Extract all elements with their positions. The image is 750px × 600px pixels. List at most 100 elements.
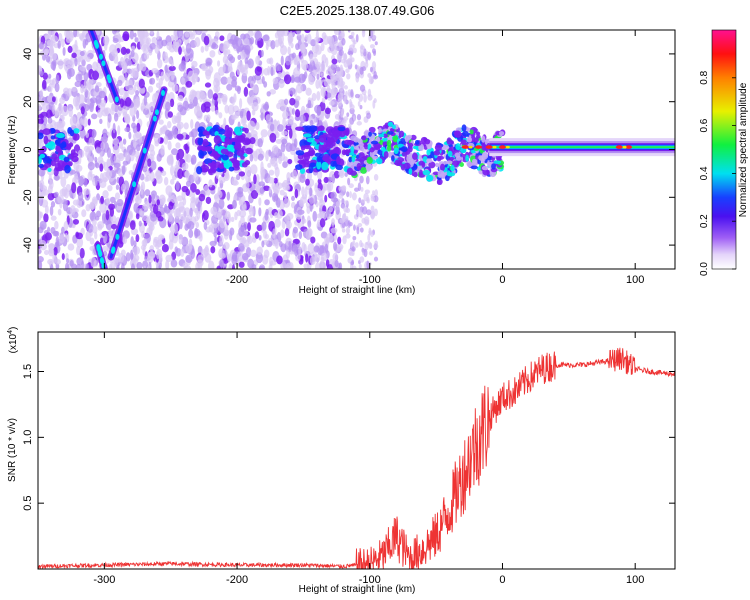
spectrogram-cell [222, 64, 226, 73]
spectrogram-cell [283, 192, 288, 199]
spectrogram-cell [68, 107, 73, 118]
spectrogram-cell [258, 181, 266, 187]
spectrogram-cell [217, 186, 221, 196]
spectrogram-cell [181, 76, 187, 85]
spectrogram-cell [239, 209, 247, 218]
spectrogram-cell [410, 134, 417, 141]
spectrogram-cell [58, 103, 63, 115]
spectrogram-cell [245, 147, 253, 155]
spectrogram-cell [299, 255, 304, 262]
spectrogram-cell [373, 195, 379, 203]
spectrogram-cell [328, 100, 335, 106]
spectrogram-cell [366, 209, 372, 216]
spectrogram-cell [231, 79, 237, 88]
spectrogram-cell [238, 171, 246, 177]
spectrogram-cell [436, 155, 442, 162]
spectrogram-cell [382, 124, 389, 130]
spectrogram-cell [180, 248, 185, 257]
spectrogram-cell [291, 195, 295, 202]
spectrogram-cell [333, 241, 338, 251]
spectrogram-cell [208, 260, 215, 269]
spectrogram-y-tick-label: 40 [22, 48, 34, 60]
spectrogram-cell [283, 74, 292, 85]
spectrogram-cell [105, 209, 110, 221]
spectrogram-cell [361, 30, 366, 38]
spectrogram-cell [155, 239, 163, 248]
spectrogram-cell [177, 104, 184, 113]
spectrogram-cell [322, 87, 326, 98]
spectrogram-cell [374, 189, 379, 197]
spectrogram-cell [47, 73, 52, 79]
spectrogram-cell [359, 104, 363, 110]
spectrogram-cell [226, 76, 233, 85]
spectrogram-cell [92, 61, 99, 71]
spectrogram-cell [210, 103, 216, 112]
spectrogram-cell [312, 69, 317, 77]
spectrogram-cell [318, 147, 327, 154]
spectrogram-cell [113, 112, 119, 122]
spectrogram-cell [265, 208, 269, 216]
spectrogram-cell [472, 160, 478, 167]
spectrogram-cell [465, 154, 470, 162]
spectrogram-cell [247, 222, 251, 232]
spectrogram-cell [289, 97, 296, 106]
spectrogram-cell [320, 252, 328, 262]
spectrogram-cell [357, 222, 363, 228]
spectrogram-cell [43, 249, 49, 256]
spectrogram-cell [78, 33, 84, 40]
spectrogram-cell [213, 135, 221, 145]
spectrogram-cell [252, 85, 259, 94]
spectrogram-cell [124, 127, 131, 133]
spectrogram-cell [263, 230, 268, 239]
spectrogram-cell [373, 144, 381, 150]
spectrogram-cell [153, 134, 161, 145]
spectrogram-cell [132, 125, 138, 134]
spectrogram-cell [345, 216, 349, 221]
spectrogram-cell [167, 120, 172, 129]
spectrogram-cell [198, 193, 206, 202]
spectrogram-cell [475, 145, 483, 149]
spectrogram-cell [168, 65, 176, 72]
spectrogram-cell [63, 188, 70, 199]
spectrogram-cell [236, 135, 246, 143]
spectrogram-cell [337, 34, 343, 40]
spectrogram-cell [316, 91, 321, 101]
spectrogram-cell [143, 95, 148, 106]
spectrogram-cell [470, 165, 478, 170]
spectrogram-cell [94, 42, 99, 49]
spectrogram-cell [117, 79, 123, 87]
spectrogram-cell [41, 102, 49, 112]
spectrogram-cell [38, 132, 44, 140]
spectrogram-cell [38, 104, 42, 110]
spectrogram-cell [373, 71, 377, 79]
spectrogram-cell [164, 203, 168, 213]
spectrogram-cell [359, 145, 365, 152]
spectrogram-cell [213, 231, 217, 238]
spectrogram-cell [371, 48, 376, 54]
spectrogram-cell [191, 76, 195, 83]
spectrogram-cell [124, 97, 132, 107]
spectrogram-cell [76, 257, 84, 266]
spectrogram-cell [38, 41, 45, 50]
spectrogram-cell [170, 178, 175, 185]
spectrogram-cell [258, 234, 262, 241]
spectrogram-cell [119, 140, 124, 149]
spectrogram-cell [67, 137, 74, 143]
spectrogram-cell [136, 261, 143, 269]
spectrogram-cell [62, 46, 66, 56]
spectrogram-cell [241, 162, 248, 168]
spectrogram-cell [241, 116, 247, 124]
spectrogram-cell [320, 231, 328, 239]
spectrogram-cell [280, 104, 287, 112]
spectrogram-cell [53, 246, 58, 256]
spectrogram-cell [178, 46, 182, 55]
spectrogram-cell [331, 174, 336, 184]
spectrogram-cell [426, 158, 433, 163]
spectrogram-cell [196, 166, 203, 175]
spectrogram-cell [295, 43, 300, 51]
spectrogram-cell [208, 224, 214, 233]
spectrogram-cell [459, 162, 464, 168]
spectrogram-cell [99, 163, 104, 172]
spectrogram-cell [371, 61, 377, 70]
spectrogram-cell [112, 137, 120, 146]
